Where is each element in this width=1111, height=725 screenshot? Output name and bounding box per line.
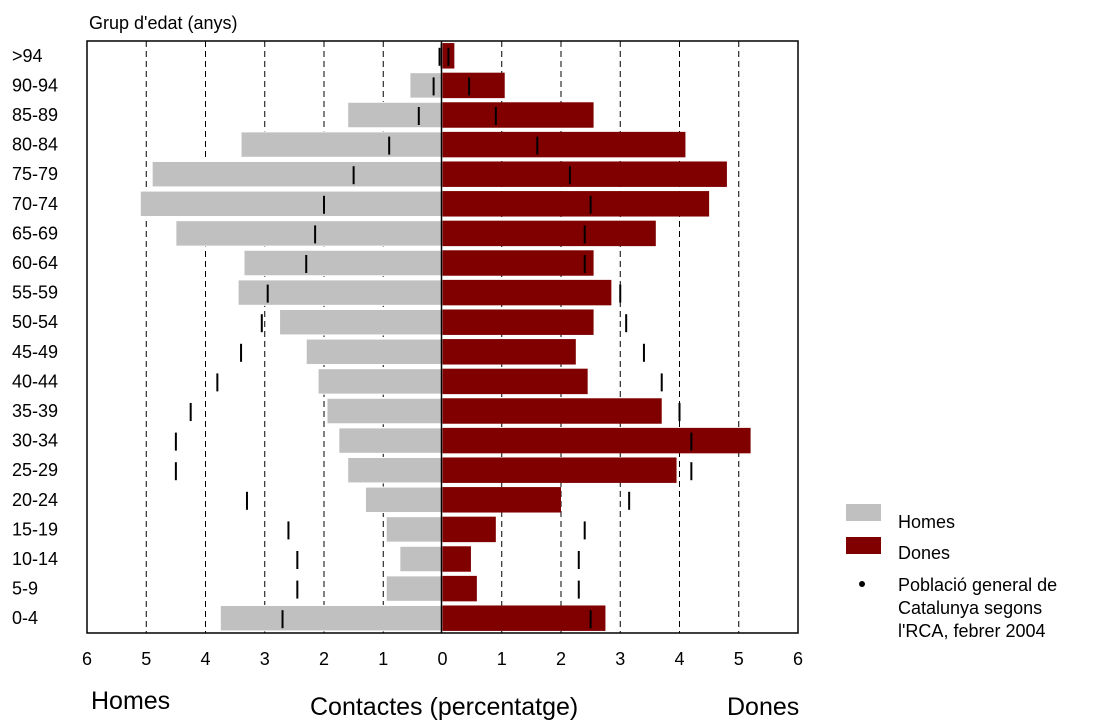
bar-homes (409, 72, 444, 99)
x-tick-label: 3 (260, 649, 270, 669)
y-tick-label: 20-24 (12, 490, 58, 510)
bar-dones (442, 72, 505, 99)
bar-homes (364, 486, 444, 514)
y-tick-label: 75-79 (12, 164, 58, 184)
bar-dones (442, 605, 606, 631)
bar-homes (175, 220, 443, 247)
y-tick-label: 10-14 (12, 549, 58, 569)
bar-homes (347, 101, 444, 129)
x-tick-label: 1 (497, 649, 507, 669)
y-tick-label: 80-84 (12, 135, 58, 155)
bar-homes (399, 545, 443, 573)
bar-homes (385, 575, 443, 602)
bar-homes (219, 604, 443, 632)
bar-dones (442, 220, 656, 247)
legend: Homes Dones Població general de Cataluny… (846, 504, 1057, 641)
bar-dones (442, 487, 561, 513)
legend-population-label-3: l'RCA, febrer 2004 (898, 621, 1046, 641)
population-markers (174, 47, 693, 629)
bar-dones (442, 131, 686, 158)
bar-dones (442, 250, 594, 276)
legend-dones-swatch (846, 537, 881, 554)
left-side-label: Homes (91, 687, 170, 715)
y-tick-label: 35-39 (12, 401, 58, 421)
legend-population-marker (859, 581, 865, 587)
bar-dones (442, 457, 677, 483)
bar-homes (347, 456, 444, 484)
y-axis-title: Grup d'edat (anys) (89, 13, 238, 33)
bar-dones (442, 102, 594, 128)
plot-frame (86, 40, 799, 634)
y-tick-label: 65-69 (12, 223, 58, 243)
y-tick-label: 30-34 (12, 431, 58, 451)
bar-homes (279, 308, 443, 336)
bar-homes (139, 190, 443, 218)
x-tick-label: 4 (200, 649, 210, 669)
bar-homes (326, 397, 443, 425)
x-tick-label: 5 (734, 649, 744, 669)
x-tick-label: 4 (674, 649, 684, 669)
bar-dones (442, 161, 727, 187)
y-tick-label: 0-4 (12, 608, 38, 628)
x-tick-label: 6 (793, 649, 803, 669)
bar-dones (442, 575, 477, 602)
legend-dones-label: Dones (898, 543, 950, 563)
bar-dones (442, 279, 612, 306)
y-tick-label: 55-59 (12, 283, 58, 303)
bar-dones (442, 516, 496, 543)
y-tick-label: 85-89 (12, 105, 58, 125)
bar-dones (442, 309, 594, 335)
bar-homes (243, 249, 443, 277)
right-side-label: Dones (727, 693, 799, 721)
bar-dones (442, 398, 662, 424)
y-tick-label: 60-64 (12, 253, 58, 273)
bar-dones (442, 427, 751, 454)
y-tick-label: 70-74 (12, 194, 58, 214)
x-tick-label: 1 (378, 649, 388, 669)
x-tick-label: 6 (82, 649, 92, 669)
bar-homes (338, 427, 443, 454)
x-tick-labels: 6 5 4 3 2 1 0 1 2 3 4 5 6 (82, 649, 803, 669)
y-tick-label: >94 (12, 46, 43, 66)
bar-homes (385, 516, 443, 543)
grid-lines (145, 41, 740, 633)
bar-homes (240, 131, 443, 158)
y-tick-label: 15-19 (12, 519, 58, 539)
bar-homes (317, 368, 444, 395)
legend-population-label-2: Catalunya segons (898, 598, 1042, 618)
y-tick-label: 45-49 (12, 342, 58, 362)
legend-population-label-1: Població general de (898, 575, 1057, 595)
legend-homes-swatch (846, 504, 881, 521)
bar-homes (237, 279, 443, 306)
bars-group (139, 42, 751, 632)
y-tick-label: 25-29 (12, 460, 58, 480)
y-tick-label: 50-54 (12, 312, 58, 332)
x-tick-label: 5 (141, 649, 151, 669)
bar-dones (442, 339, 576, 365)
x-axis-title: Contactes (percentatge) (310, 693, 578, 721)
bar-homes (305, 338, 443, 366)
y-tick-labels: >94 90-94 85-89 80-84 75-79 70-74 65-69 60-64 55… (12, 46, 58, 628)
legend-homes-label: Homes (898, 512, 955, 532)
bar-homes (151, 160, 444, 188)
x-tick-label: 2 (319, 649, 329, 669)
bar-dones (442, 191, 710, 217)
bar-dones (442, 368, 588, 395)
y-tick-label: 90-94 (12, 75, 58, 95)
y-tick-label: 40-44 (12, 371, 58, 391)
bar-dones (442, 546, 471, 572)
x-tick-label: 0 (437, 649, 447, 669)
y-tick-label: 5-9 (12, 579, 38, 599)
x-tick-label: 2 (556, 649, 566, 669)
x-tick-label: 3 (615, 649, 625, 669)
